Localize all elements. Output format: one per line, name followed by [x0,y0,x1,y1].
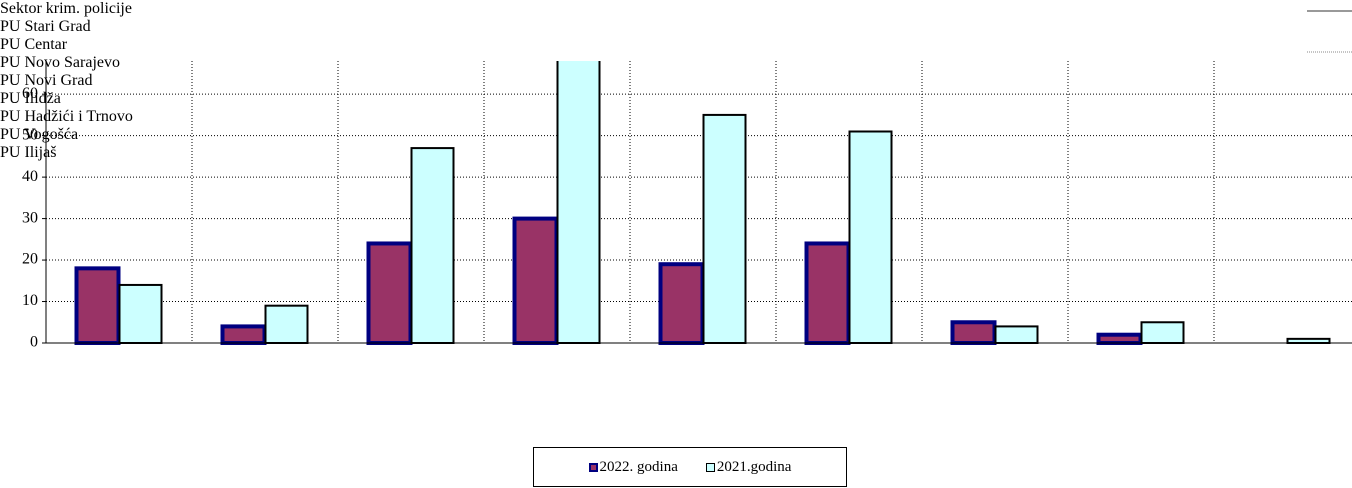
legend: 2022. godina 2021.godina [533,447,847,487]
y-tick-label: 10 [22,292,38,309]
bar [118,283,163,344]
legend-label: 2022. godina [599,458,678,475]
bar [512,216,559,346]
y-tick-label: 60 [22,85,38,102]
bar [556,61,601,344]
legend-swatch [588,462,598,472]
y-tick-label: 50 [22,126,38,143]
bar [410,147,455,344]
bar [366,241,413,345]
y-tick-label: 40 [22,168,38,185]
bar [702,113,747,345]
bar [1286,337,1331,344]
x-tick-label: PU Novo Sarajevo [0,54,120,71]
x-tick-label: PU Hadžići i Trnovo [0,108,133,125]
y-tick-label: 30 [22,209,38,226]
x-tick-label: PU Centar [0,36,68,53]
y-tick-label: 20 [22,251,38,268]
bar [804,241,851,345]
bar [658,262,705,345]
bar [994,325,1039,345]
x-tick-label: PU Ilijaš [0,144,57,161]
bar [74,266,121,345]
bar [1096,332,1143,345]
legend-item: 2021.godina [705,458,792,476]
legend-swatch [705,462,715,472]
legend-label: 2021.godina [716,458,792,475]
bar [1140,321,1185,345]
x-tick-label: PU Vogošća [0,126,79,143]
y-tick-label: 0 [30,334,38,351]
x-tick-label: PU Stari Grad [0,18,91,35]
bar [264,304,309,345]
x-tick-label: Sektor krim. policije [0,0,132,17]
legend-item: 2022. godina [588,458,678,476]
bar [848,130,893,344]
bar [950,320,997,346]
bar [220,324,267,346]
